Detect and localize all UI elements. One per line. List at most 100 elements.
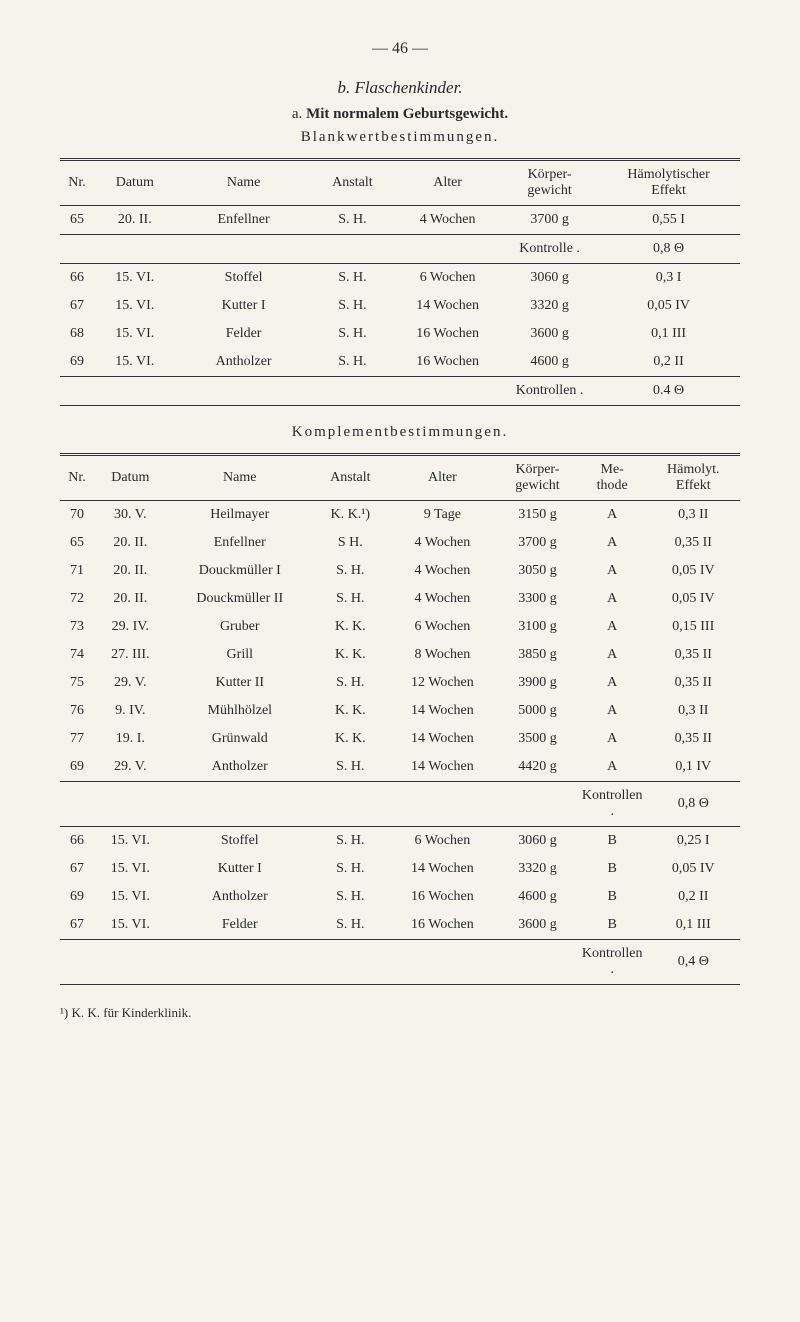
cell-anstalt: S. H.: [312, 320, 394, 348]
cell-effekt: 0,35 II: [647, 641, 740, 669]
th-gewicht: Körper- gewicht: [502, 160, 597, 206]
cell-anstalt: S. H.: [312, 264, 394, 293]
cell-datum: 15. VI.: [94, 264, 176, 293]
table-row: 6915. VI.AntholzerS. H.16 Wochen4600 g0,…: [60, 348, 740, 377]
table-row: 7529. V.Kutter IIS. H.12 Wochen3900 gA0,…: [60, 669, 740, 697]
cell-name: Kutter II: [167, 669, 313, 697]
cell-name: Mühlhölzel: [167, 697, 313, 725]
footnote: ¹) K. K. für Kinderklinik.: [60, 1005, 740, 1021]
cell-name: Grill: [167, 641, 313, 669]
cell-alter: 16 Wochen: [393, 320, 502, 348]
cell-effekt: 0,1 III: [597, 320, 740, 348]
cell-effekt: 0,15 III: [647, 613, 740, 641]
cell-gewicht: 3060 g: [502, 264, 597, 293]
cell-nr: 66: [60, 264, 94, 293]
cell-datum: 15. VI.: [94, 883, 167, 911]
cell-alter: 4 Wochen: [388, 585, 497, 613]
cell-nr: 76: [60, 697, 94, 725]
cell-effekt: 0,1 III: [647, 911, 740, 940]
cell-datum: 30. V.: [94, 501, 167, 530]
cell-anstalt: S. H.: [312, 292, 394, 320]
cell-alter: 9 Tage: [388, 501, 497, 530]
cell-nr: 69: [60, 753, 94, 782]
cell-datum: 15. VI.: [94, 911, 167, 940]
cell-gewicht: 3300 g: [497, 585, 578, 613]
cell-alter: 14 Wochen: [388, 725, 497, 753]
cell-effekt: 0,3 II: [647, 501, 740, 530]
cell-gewicht: 3700 g: [502, 206, 597, 235]
table-komplement: Nr. Datum Name Anstalt Alter Körper- gew…: [60, 453, 740, 985]
cell-methode: A: [578, 725, 647, 753]
page-number: — 46 —: [60, 40, 740, 58]
kontrollen-effekt: 0.4 Θ: [597, 377, 740, 406]
kontrolle-label: Kontrolle .: [502, 235, 597, 264]
section-title: b. Flaschenkinder.: [60, 78, 740, 98]
cell-methode: A: [578, 585, 647, 613]
table-row: 769. IV.MühlhölzelK. K.14 Wochen5000 gA0…: [60, 697, 740, 725]
table-row: 6815. VI.FelderS. H.16 Wochen3600 g0,1 I…: [60, 320, 740, 348]
cell-anstalt: S. H.: [313, 753, 388, 782]
cell-alter: 8 Wochen: [388, 641, 497, 669]
cell-anstalt: S. H.: [313, 911, 388, 940]
kontrollen-label: Kontrollen .: [578, 782, 647, 827]
table-row: 7719. I.GrünwaldK. K.14 Wochen3500 gA0,3…: [60, 725, 740, 753]
cell-nr: 67: [60, 292, 94, 320]
cell-gewicht: 3100 g: [497, 613, 578, 641]
cell-datum: 29. V.: [94, 753, 167, 782]
th-nr: Nr.: [60, 455, 94, 501]
cell-gewicht: 3850 g: [497, 641, 578, 669]
th-datum: Datum: [94, 160, 176, 206]
cell-effekt: 0,55 I: [597, 206, 740, 235]
cell-datum: 20. II.: [94, 206, 176, 235]
table-row: 7329. IV.GruberK. K.6 Wochen3100 gA0,15 …: [60, 613, 740, 641]
cell-nr: 72: [60, 585, 94, 613]
cell-alter: 4 Wochen: [393, 206, 502, 235]
cell-gewicht: 5000 g: [497, 697, 578, 725]
cell-name: Douckmüller II: [167, 585, 313, 613]
table-row: 7120. II.Douckmüller IS. H.4 Wochen3050 …: [60, 557, 740, 585]
cell-nr: 77: [60, 725, 94, 753]
cell-anstalt: K. K.: [313, 697, 388, 725]
cell-nr: 73: [60, 613, 94, 641]
cell-effekt: 0,35 II: [647, 529, 740, 557]
cell-datum: 29. V.: [94, 669, 167, 697]
cell-anstalt: S. H.: [313, 669, 388, 697]
cell-nr: 66: [60, 827, 94, 856]
cell-methode: B: [578, 883, 647, 911]
cell-methode: A: [578, 529, 647, 557]
table-row: 6715. VI.Kutter IS. H.14 Wochen3320 g0,0…: [60, 292, 740, 320]
cell-methode: B: [578, 855, 647, 883]
cell-alter: 14 Wochen: [393, 292, 502, 320]
cell-datum: 20. II.: [94, 585, 167, 613]
cell-gewicht: 3320 g: [502, 292, 597, 320]
cell-nr: 69: [60, 348, 94, 377]
kontrollen-label: Kontrollen .: [502, 377, 597, 406]
cell-anstalt: K. K.¹): [313, 501, 388, 530]
cell-effekt: 0,25 I: [647, 827, 740, 856]
cell-name: Antholzer: [167, 753, 313, 782]
cell-methode: A: [578, 641, 647, 669]
table-header-row: Nr. Datum Name Anstalt Alter Körper- gew…: [60, 455, 740, 501]
table-header-row: Nr. Datum Name Anstalt Alter Körper- gew…: [60, 160, 740, 206]
table-row: 6520. II.EnfellnerS H.4 Wochen3700 gA0,3…: [60, 529, 740, 557]
cell-alter: 16 Wochen: [388, 883, 497, 911]
cell-anstalt: K. K.: [313, 613, 388, 641]
cell-nr: 67: [60, 855, 94, 883]
cell-anstalt: S. H.: [313, 855, 388, 883]
cell-methode: A: [578, 557, 647, 585]
cell-gewicht: 3060 g: [497, 827, 578, 856]
cell-name: Felder: [167, 911, 313, 940]
cell-name: Stoffel: [176, 264, 312, 293]
cell-nr: 65: [60, 206, 94, 235]
cell-datum: 15. VI.: [94, 348, 176, 377]
cell-anstalt: S. H.: [312, 206, 394, 235]
cell-alter: 16 Wochen: [393, 348, 502, 377]
kontrollen-effekt: 0,4 Θ: [647, 940, 740, 985]
cell-methode: A: [578, 753, 647, 782]
cell-effekt: 0,35 II: [647, 725, 740, 753]
cell-gewicht: 4600 g: [497, 883, 578, 911]
cell-alter: 4 Wochen: [388, 529, 497, 557]
cell-methode: A: [578, 613, 647, 641]
cell-datum: 15. VI.: [94, 855, 167, 883]
table-row: 6915. VI.AntholzerS. H.16 Wochen4600 gB0…: [60, 883, 740, 911]
